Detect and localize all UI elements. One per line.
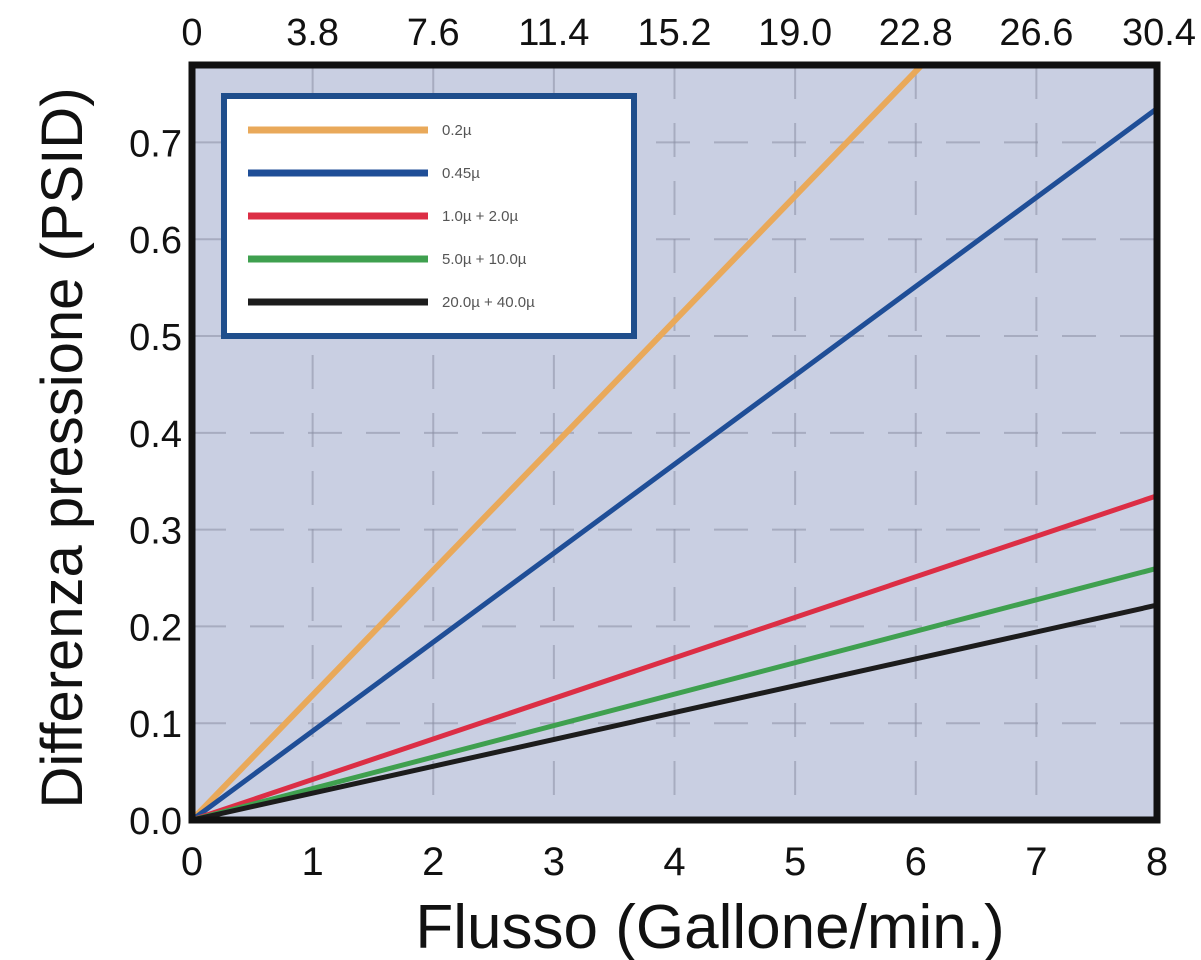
series-line (192, 106, 1157, 820)
y-tick-label: 0.1 (129, 704, 182, 746)
y-tick-label: 0.2 (129, 607, 182, 649)
x-tick-label-bottom: 4 (663, 840, 685, 884)
x-tick-label-top: 7.6 (407, 12, 460, 54)
series-line (192, 602, 1157, 820)
x-tick-label-top: 15.2 (638, 12, 712, 54)
x-tick-label-top: 22.8 (879, 12, 953, 54)
x-tick-label-bottom: 0 (181, 840, 203, 884)
plot-frame (188, 61, 1161, 824)
legend-label: 5.0µ + 10.0µ (442, 251, 527, 268)
x-tick-label-bottom: 6 (905, 840, 927, 884)
series-lines (192, 65, 1157, 820)
y-tick-label: 0.3 (129, 511, 182, 553)
x-tick-label-top: 0 (181, 12, 202, 54)
x-tick-label-bottom: 5 (784, 840, 806, 884)
series-line (192, 565, 1157, 820)
legend: 0.2µ 0.45µ 1.0µ + 2.0µ 5.0µ + 10.0µ 20.0µ + … (221, 93, 637, 339)
x-axis-label: Flusso (Gallone/min.) (415, 893, 1004, 960)
x-tick-label-top: 11.4 (518, 12, 589, 54)
legend-label: 0.45µ (442, 165, 480, 182)
y-axis-label: Differenza pressione (PSID) (30, 87, 95, 808)
x-tick-label-top: 26.6 (999, 12, 1073, 54)
x-tick-labels-bottom: 0 1 2 3 4 5 6 7 8 (181, 840, 1168, 884)
x-tick-labels-top: 0 3.8 7.6 11.4 15.2 19.0 22.8 26.6 30.4 (181, 12, 1196, 54)
legend-label: 20.0µ + 40.0µ (442, 294, 535, 311)
y-tick-label: 0.0 (129, 801, 182, 843)
x-tick-label-top: 19.0 (758, 12, 832, 54)
legend-label: 0.2µ (442, 122, 472, 139)
legend-label: 1.0µ + 2.0µ (442, 208, 518, 225)
x-tick-label-top: 30.4 (1122, 12, 1196, 54)
y-tick-labels: 0.0 0.1 0.2 0.3 0.4 0.5 0.6 0.7 (129, 123, 182, 843)
x-tick-label-bottom: 7 (1025, 840, 1047, 884)
y-tick-label: 0.7 (129, 123, 182, 165)
series-line (192, 493, 1157, 820)
x-tick-label-bottom: 8 (1146, 840, 1168, 884)
legend-items: 0.2µ 0.45µ 1.0µ + 2.0µ 5.0µ + 10.0µ 20.0µ + … (248, 122, 535, 311)
x-tick-label-bottom: 2 (422, 840, 444, 884)
y-tick-label: 0.4 (129, 414, 182, 456)
series-line (192, 65, 925, 820)
x-tick-label-top: 3.8 (286, 12, 339, 54)
y-tick-label: 0.6 (129, 220, 182, 262)
y-tick-label: 0.5 (129, 317, 182, 359)
x-tick-label-bottom: 1 (302, 840, 324, 884)
x-tick-label-bottom: 3 (543, 840, 565, 884)
